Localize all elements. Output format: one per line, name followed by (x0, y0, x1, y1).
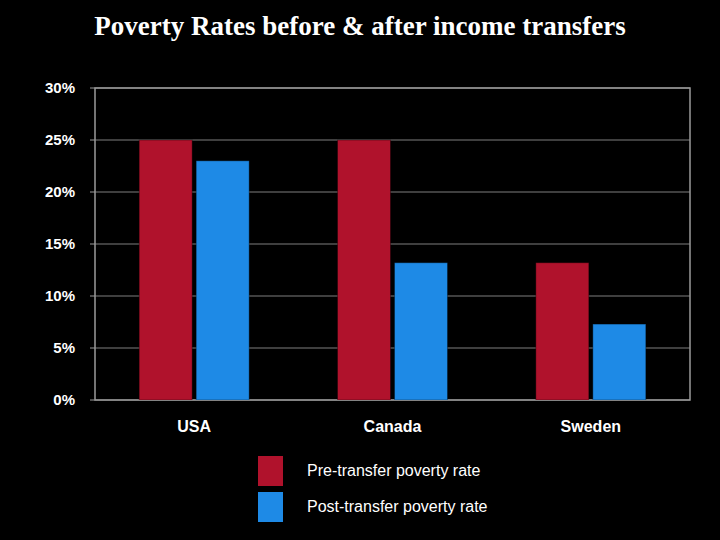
bars (139, 140, 646, 400)
bar (338, 140, 391, 400)
legend-swatch (258, 456, 283, 486)
legend-label: Post-transfer poverty rate (307, 498, 488, 515)
legend-swatch (258, 492, 283, 522)
background (0, 0, 720, 540)
x-tick-label: USA (177, 418, 211, 435)
y-tick-label: 5% (53, 339, 75, 356)
y-tick-label: 0% (53, 391, 75, 408)
y-tick-label: 30% (45, 79, 75, 96)
bar (593, 324, 646, 400)
plot-frame (95, 88, 690, 400)
chart-svg: Poverty Rates before & after income tran… (0, 0, 720, 540)
chart-container: Poverty Rates before & after income tran… (0, 0, 720, 540)
y-tick-label: 25% (45, 131, 75, 148)
legend-label: Pre-transfer poverty rate (307, 462, 481, 479)
x-tick-label: Canada (364, 418, 422, 435)
bar (536, 263, 589, 400)
x-tick-label: Sweden (561, 418, 621, 435)
bar (196, 161, 249, 400)
bar (395, 263, 448, 400)
bar (139, 140, 192, 400)
y-tick-label: 10% (45, 287, 75, 304)
title: Poverty Rates before & after income tran… (94, 11, 625, 41)
y-tick-label: 15% (45, 235, 75, 252)
y-tick-label: 20% (45, 183, 75, 200)
